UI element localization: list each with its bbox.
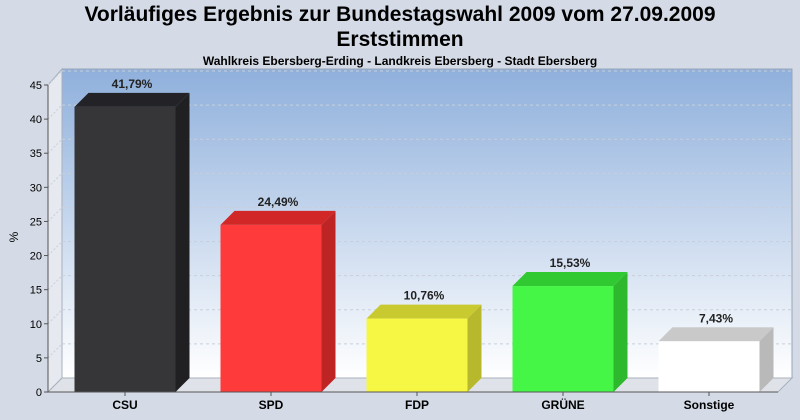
bar-sonstige [658, 327, 774, 392]
y-tick-label: 5 [36, 353, 42, 365]
bar-top [658, 327, 774, 342]
grid-line-side [47, 104, 63, 120]
bar-side [175, 92, 190, 393]
bar-top [220, 210, 336, 225]
bar-top [366, 304, 482, 319]
grid-line-side [47, 343, 63, 359]
bar-front [74, 106, 176, 393]
y-tick-label: 10 [30, 319, 42, 331]
grid-line-side [47, 207, 63, 222]
bar-front [366, 318, 468, 392]
x-tick-label: SPD [259, 398, 284, 412]
x-tick-label: GRÜNE [541, 397, 584, 412]
grid-line-side [47, 70, 63, 86]
bar-front [512, 286, 614, 392]
bar-grüne [512, 272, 628, 392]
data-label: 41,79% [112, 77, 153, 91]
bar-top [74, 92, 190, 107]
chart-title-line1: Vorläufiges Ergebnis zur Bundestagswahl … [84, 3, 716, 26]
grid-line-side [47, 275, 63, 291]
bar-side [613, 272, 628, 392]
y-tick-label: 25 [30, 216, 42, 228]
x-tick-label: CSU [112, 398, 137, 412]
y-tick-label: 35 [30, 148, 42, 160]
chart-subtitle: Wahlkreis Ebersberg-Erding - Landkreis E… [202, 54, 598, 68]
grid-line-side [47, 138, 63, 154]
y-tick-label: 15 [30, 285, 42, 297]
grid-line-side [47, 309, 63, 325]
grid-line-side [47, 241, 63, 256]
y-tick-label: 40 [30, 114, 42, 126]
x-tick-label: Sonstige [684, 398, 735, 412]
y-tick-label: 20 [30, 251, 42, 263]
data-label: 24,49% [258, 195, 299, 209]
bar-side [467, 304, 482, 392]
y-tick-label: 0 [36, 387, 42, 399]
grid-line-side [47, 172, 63, 188]
x-tick-label: FDP [405, 398, 429, 412]
bar-side [321, 210, 336, 392]
bar-front [658, 341, 760, 392]
data-label: 15,53% [550, 256, 591, 270]
data-label: 7,43% [699, 311, 733, 325]
bar-fdp [366, 304, 482, 392]
chart-title-line2: Erststimmen [336, 28, 464, 51]
y-tick-label: 45 [30, 80, 42, 92]
bar-spd [220, 210, 336, 392]
data-label: 10,76% [404, 289, 445, 303]
bar-front [220, 224, 322, 392]
y-tick-label: 30 [30, 182, 42, 194]
bar-csu [74, 92, 190, 393]
plot-left-wall [47, 67, 63, 394]
y-axis-label: % [7, 231, 21, 242]
bar-top [512, 272, 628, 287]
bar-side [759, 327, 774, 392]
